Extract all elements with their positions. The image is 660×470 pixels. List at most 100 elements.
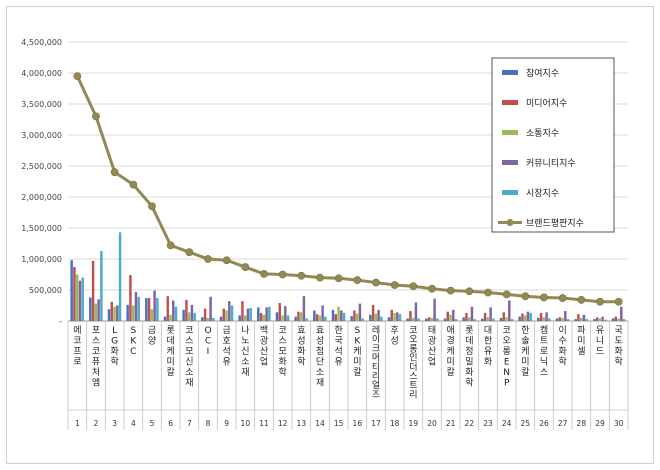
legend-swatch — [502, 130, 518, 135]
bar — [598, 318, 602, 321]
bar — [617, 318, 620, 321]
bar — [228, 301, 231, 321]
category-number: 3 — [112, 419, 117, 428]
bar — [502, 312, 505, 321]
bar — [305, 318, 308, 321]
bar — [467, 317, 471, 321]
category-number: 6 — [168, 419, 173, 428]
bar — [257, 307, 260, 321]
bar — [518, 316, 521, 321]
line-point — [540, 293, 548, 302]
bar — [324, 316, 327, 321]
bar — [97, 299, 100, 321]
bar — [481, 318, 484, 321]
bar — [187, 312, 191, 321]
bar — [73, 267, 76, 321]
y-tick-label: 1,500,000 — [21, 224, 62, 233]
bar — [454, 319, 458, 321]
bar — [131, 305, 135, 321]
line-point — [390, 281, 399, 289]
bar — [230, 305, 234, 321]
bar — [380, 316, 383, 321]
bar — [203, 308, 207, 321]
bar — [81, 277, 84, 321]
bar — [75, 274, 79, 321]
line-point — [166, 241, 175, 250]
y-tick-label: 1,000,000 — [21, 255, 62, 264]
bar — [489, 307, 492, 321]
bar — [116, 305, 119, 321]
category-number: 29 — [595, 419, 605, 428]
line-point — [502, 290, 511, 299]
bar — [374, 313, 378, 321]
bar — [156, 298, 159, 321]
bar — [350, 316, 353, 321]
category-number: 30 — [614, 419, 624, 428]
category-number: 18 — [390, 419, 400, 428]
category-number: 2 — [94, 419, 99, 428]
bar — [620, 306, 623, 321]
bar — [542, 317, 546, 321]
category-number: 7 — [187, 419, 192, 428]
bar — [545, 312, 548, 321]
line-point — [92, 112, 100, 121]
bar — [539, 312, 543, 321]
bar — [369, 314, 372, 321]
bar — [449, 314, 452, 321]
bar — [353, 310, 356, 321]
bar — [396, 312, 399, 321]
bar — [172, 300, 175, 321]
bar — [166, 296, 169, 321]
bar — [558, 317, 561, 321]
bar — [566, 319, 570, 321]
category-number: 27 — [558, 419, 568, 428]
bar — [334, 314, 337, 321]
bar — [78, 280, 82, 321]
category-number: 24 — [502, 419, 512, 428]
bar — [505, 317, 508, 321]
bar — [100, 250, 103, 321]
category-number: 1 — [75, 419, 80, 428]
y-tick-label: 500,000 — [29, 286, 62, 295]
line-point — [316, 273, 324, 282]
line-point — [241, 263, 250, 271]
category-number: 5 — [150, 419, 155, 428]
bar — [110, 301, 113, 321]
bar — [315, 314, 319, 321]
line-point — [428, 284, 436, 293]
category-number: 23 — [483, 419, 493, 428]
bar — [529, 312, 532, 321]
line-point — [558, 294, 567, 302]
bar — [340, 310, 343, 321]
bar — [134, 291, 138, 321]
bar — [70, 260, 73, 321]
bar — [601, 316, 604, 321]
bar — [398, 314, 402, 321]
bar — [297, 311, 300, 321]
bar — [278, 303, 281, 321]
bar — [246, 308, 250, 321]
line-point — [409, 282, 418, 291]
bar — [126, 304, 129, 321]
bar — [163, 316, 167, 321]
bar — [331, 309, 335, 321]
bar — [137, 296, 140, 321]
bar — [390, 309, 393, 321]
y-tick-label: 3,500,000 — [21, 100, 62, 109]
bar — [523, 315, 527, 321]
category-number: 8 — [206, 419, 211, 428]
